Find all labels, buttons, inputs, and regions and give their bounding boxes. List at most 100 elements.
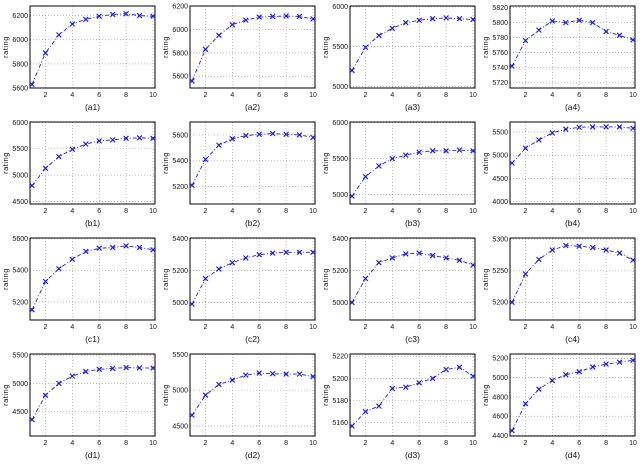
y-tick-label: 5400	[172, 158, 188, 165]
data-markers	[349, 250, 476, 306]
subplot-a2: 2 4 6 8 10 5600 5800 6000 6200 rating (a2)	[160, 0, 320, 116]
x-tick-label: 2	[364, 324, 368, 331]
y-tick-label: 5000	[492, 153, 508, 160]
axis-box	[349, 237, 476, 321]
data-line	[191, 251, 313, 305]
data-line	[511, 245, 634, 303]
x-tick-label: 2	[204, 440, 208, 447]
y-tick-label: 5400	[172, 236, 188, 243]
subplot-d4: 2 4 6 8 10 4400 4600 4800 5000 5200 rating (d4)	[480, 348, 640, 464]
plot-canvas: 2 4 6 8 10 5200 5400 5600 rating (c1)	[1, 236, 157, 344]
x-tick-label: 6	[257, 440, 261, 447]
y-axis-label: rating	[321, 268, 330, 290]
y-tick-label: 5820	[492, 5, 508, 12]
y-tick-label: 5180	[332, 398, 348, 405]
x-tick-label: 4	[230, 440, 234, 447]
plot-canvas: 2 4 6 8 10 5720 5740 5760 5780 5800 5820 rating (a4)	[481, 5, 637, 112]
x-tick-label: 10	[149, 440, 157, 447]
x-tick-label: 6	[577, 208, 581, 215]
plot-sublabel: (d4)	[565, 450, 580, 460]
y-tick-label: 4500	[172, 423, 188, 430]
data-markers	[29, 134, 156, 189]
y-tick-label: 5000	[332, 84, 348, 91]
y-tick-label: 5200	[492, 356, 508, 363]
y-tick-label: 4500	[492, 176, 508, 183]
y-axis-label: rating	[161, 152, 170, 174]
x-tick-label: 8	[284, 208, 288, 215]
subplot-b3: 2 4 6 8 10 5000 5500 6000 rating (b3)	[320, 116, 480, 232]
y-tick-label: 5600	[172, 132, 188, 139]
y-axis-label: rating	[481, 36, 490, 58]
y-tick-label: 6000	[12, 37, 28, 44]
x-tick-label: 6	[417, 208, 421, 215]
y-tick-label: 5600	[12, 236, 28, 243]
y-tick-label: 6200	[12, 13, 28, 20]
data-markers	[189, 13, 316, 84]
x-tick-label: 6	[577, 92, 581, 99]
y-tick-label: 6000	[332, 4, 348, 11]
data-markers	[509, 17, 636, 70]
y-tick-label: 6200	[172, 3, 188, 10]
x-tick-label: 2	[524, 208, 528, 215]
y-axis-label: rating	[481, 268, 490, 290]
plot-sublabel: (c4)	[565, 334, 580, 344]
y-axis-label: rating	[481, 384, 490, 406]
x-tick-label: 8	[604, 208, 608, 215]
axis-box	[509, 5, 636, 89]
data-markers	[509, 242, 636, 306]
x-tick-label: 8	[444, 324, 448, 331]
data-line	[31, 245, 154, 310]
x-tick-label: 10	[629, 440, 637, 447]
plot-canvas: 2 4 6 8 10 5000 5200 5400 rating (c2)	[161, 236, 317, 344]
plot-canvas: 2 4 6 8 10 5000 5500 6000 rating (a3)	[321, 4, 477, 112]
y-tick-label: 4500	[12, 199, 28, 206]
x-tick-label: 6	[577, 440, 581, 447]
x-tick-label: 2	[44, 92, 48, 99]
data-markers	[509, 124, 636, 166]
subplot-c2: 2 4 6 8 10 5000 5200 5400 rating (c2)	[160, 232, 320, 348]
x-tick-label: 6	[257, 92, 261, 99]
axis-box	[349, 121, 476, 205]
y-axis-label: rating	[481, 152, 490, 174]
x-tick-label: 4	[70, 208, 74, 215]
x-tick-label: 2	[524, 440, 528, 447]
x-tick-label: 10	[469, 92, 477, 99]
y-tick-label: 5000	[12, 381, 28, 388]
x-tick-label: 2	[364, 440, 368, 447]
subplot-a4: 2 4 6 8 10 5720 5740 5760 5780 5800 5820 rating (a4)	[480, 0, 640, 116]
plot-canvas: 2 4 6 8 10 5600 5800 6000 6200 rating (a2)	[161, 3, 317, 112]
axis-box	[509, 353, 636, 437]
y-tick-label: 5400	[332, 236, 348, 243]
x-tick-label: 10	[469, 324, 477, 331]
data-line	[511, 126, 634, 164]
x-tick-label: 8	[124, 324, 128, 331]
y-tick-label: 4800	[492, 394, 508, 401]
y-tick-label: 5200	[492, 300, 508, 307]
data-line	[351, 366, 474, 427]
x-tick-label: 6	[257, 324, 261, 331]
x-tick-label: 8	[124, 92, 128, 99]
x-tick-label: 6	[577, 324, 581, 331]
x-tick-label: 4	[550, 208, 554, 215]
x-tick-label: 10	[309, 324, 317, 331]
data-markers	[189, 130, 316, 189]
x-tick-label: 10	[149, 208, 157, 215]
data-line	[191, 372, 314, 416]
x-tick-label: 10	[469, 440, 477, 447]
x-tick-label: 2	[44, 440, 48, 447]
data-markers	[509, 357, 636, 434]
y-tick-label: 5000	[332, 300, 348, 307]
y-tick-label: 4500	[12, 409, 28, 416]
plot-sublabel: (a3)	[405, 102, 420, 112]
data-markers	[29, 243, 156, 313]
subplot-a3: 2 4 6 8 10 5000 5500 6000 rating (a3)	[320, 0, 480, 116]
y-tick-label: 5000	[172, 388, 188, 395]
x-tick-label: 4	[550, 440, 554, 447]
data-line	[351, 149, 474, 197]
y-tick-label: 5600	[12, 85, 28, 92]
plot-sublabel: (a2)	[245, 102, 260, 112]
data-line	[191, 15, 314, 82]
axis-box	[349, 5, 476, 89]
y-tick-label: 5500	[332, 44, 348, 51]
